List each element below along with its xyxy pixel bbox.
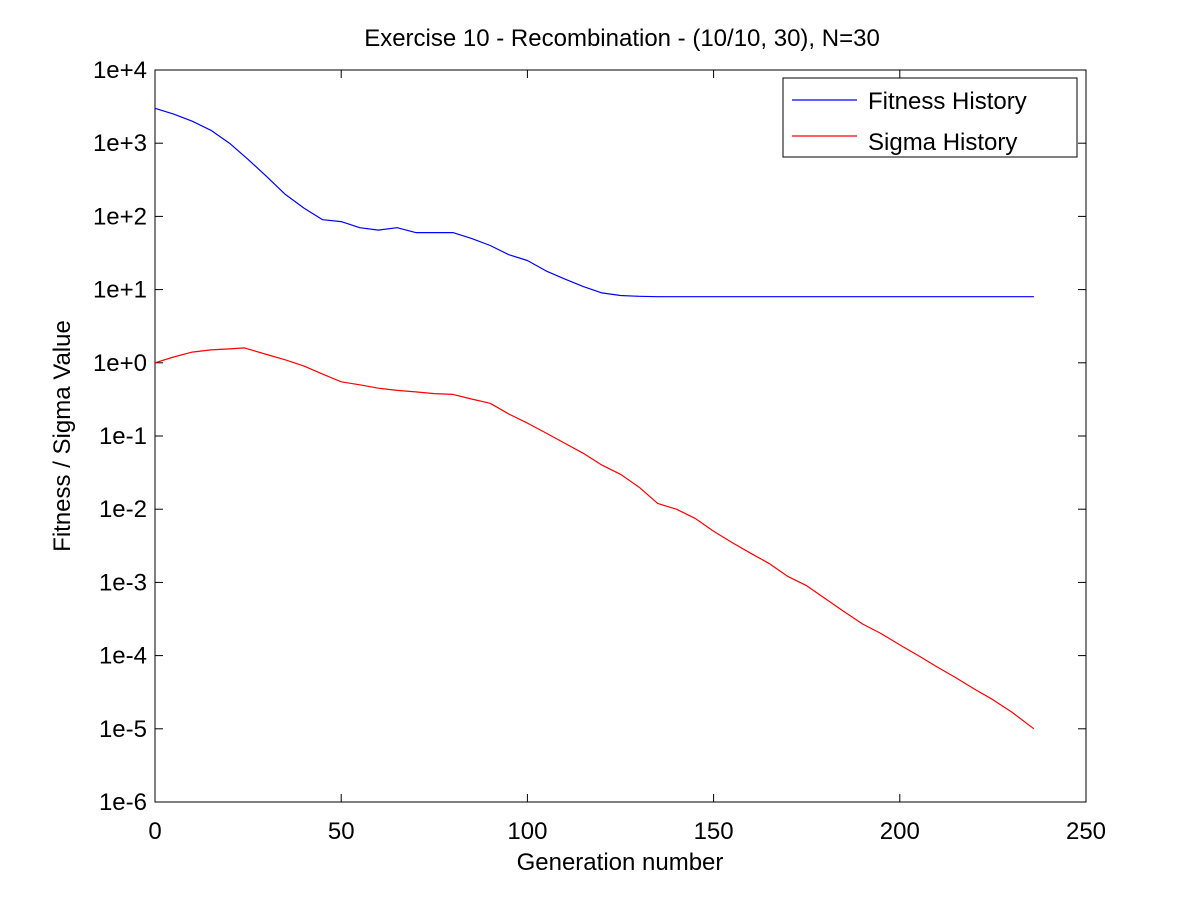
x-axis-label: Generation number	[517, 849, 724, 876]
x-tick-label: 150	[694, 818, 734, 845]
legend-label-sigma: Sigma History	[868, 129, 1017, 156]
y-tick-label: 1e+4	[93, 57, 147, 84]
y-tick-label: 1e+3	[93, 130, 147, 157]
x-tick-label: 250	[1066, 818, 1106, 845]
y-tick-label: 1e-6	[99, 789, 147, 816]
axis-ticks	[154, 69, 1087, 803]
y-tick-label: 1e+0	[93, 350, 147, 377]
y-tick-label: 1e-3	[99, 569, 147, 596]
legend: Fitness History Sigma History	[782, 77, 1078, 158]
x-tick-label: 100	[507, 818, 547, 845]
chart-title: Exercise 10 - Recombination - (10/10, 30…	[364, 25, 880, 52]
y-tick-label: 1e+1	[93, 277, 147, 304]
axis-tick-labels: 0 50 100 150 200 250 1e-6 1e-5 1e-4 1e-3 1e-2 1e-1 1…	[93, 57, 1106, 845]
series-line-fitness	[154, 107, 1034, 298]
legend-label-fitness: Fitness History	[868, 88, 1027, 115]
y-tick-label: 1e+2	[93, 203, 147, 230]
legend-box	[782, 77, 1078, 158]
y-axis-label: Fitness / Sigma Value	[49, 320, 76, 552]
x-tick-label: 200	[880, 818, 920, 845]
series-line-sigma	[154, 347, 1035, 730]
y-tick-label: 1e-1	[99, 423, 147, 450]
y-tick-label: 1e-2	[99, 496, 147, 523]
y-tick-label: 1e-4	[99, 643, 147, 670]
x-tick-label: 50	[328, 818, 355, 845]
x-tick-label: 0	[148, 818, 161, 845]
series-lines	[154, 107, 1035, 730]
y-tick-label: 1e-5	[99, 716, 147, 743]
